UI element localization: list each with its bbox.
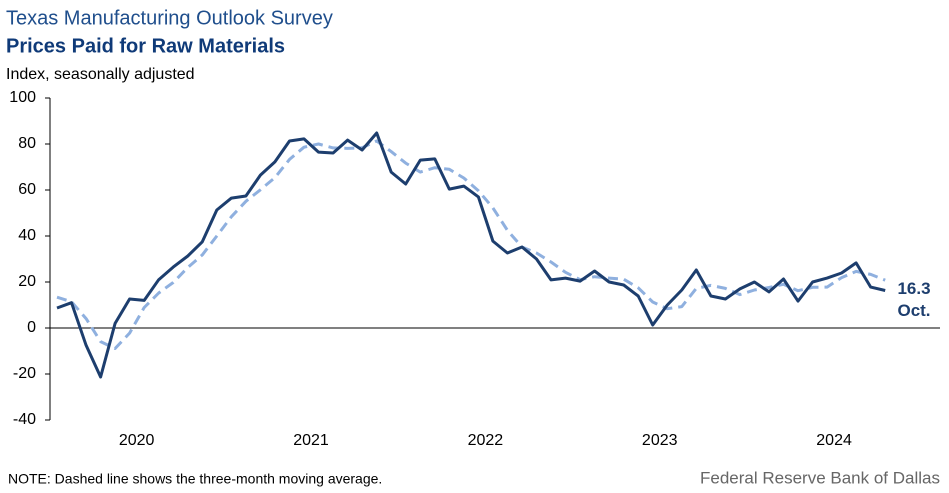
source: Federal Reserve Bank of Dallas xyxy=(700,468,940,487)
y-tick-label: -20 xyxy=(13,365,36,382)
y-tick-label: 20 xyxy=(18,273,36,290)
annotation: Oct. xyxy=(897,301,930,320)
y-tick-label: 40 xyxy=(18,227,36,244)
y-tick-label: 60 xyxy=(18,181,36,198)
x-tick-label: 2022 xyxy=(468,432,504,449)
y-tick-label: 100 xyxy=(9,89,36,106)
moving-average-line xyxy=(56,139,886,350)
x-tick-label: 2021 xyxy=(293,432,329,449)
x-tick-label: 2023 xyxy=(642,432,678,449)
note: NOTE: Dashed line shows the three-month … xyxy=(8,471,382,487)
y-tick-label: 80 xyxy=(18,135,36,152)
y-axis-label: Index, seasonally adjusted xyxy=(6,66,195,83)
x-tick-label: 2024 xyxy=(816,432,852,449)
annotation: 16.3 xyxy=(897,279,930,298)
y-tick-label: 0 xyxy=(27,319,36,336)
index-line xyxy=(56,131,886,379)
chart-subtitle: Prices Paid for Raw Materials xyxy=(6,35,285,57)
y-tick-label: -40 xyxy=(13,411,36,428)
x-tick-label: 2020 xyxy=(119,432,155,449)
chart-title: Texas Manufacturing Outlook Survey xyxy=(6,7,333,29)
